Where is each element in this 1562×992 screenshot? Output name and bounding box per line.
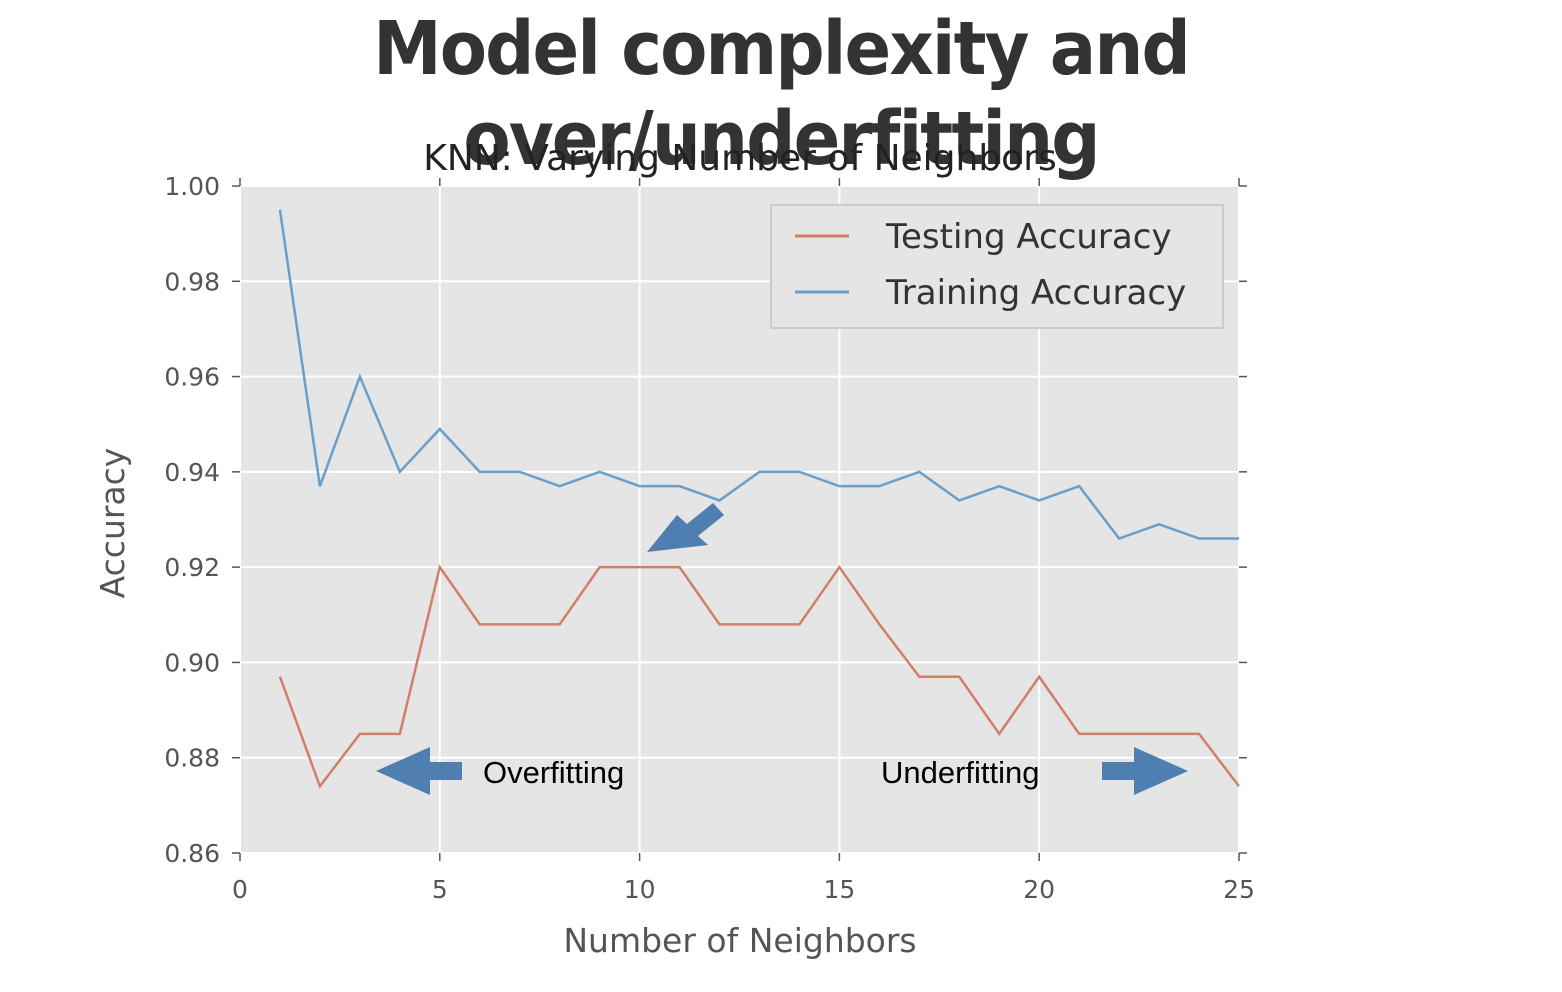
y-tick-label: 0.94 <box>164 458 220 487</box>
series-lines <box>278 209 1240 789</box>
y-tick-label: 0.86 <box>164 839 220 868</box>
x-tick-label: 5 <box>432 875 448 904</box>
legend-box <box>770 204 1224 329</box>
underfitting-label: Underfitting <box>881 755 1040 790</box>
y-tick-label: 0.92 <box>164 553 220 582</box>
underfitting-arrow <box>1102 747 1188 795</box>
series-line-training-accuracy <box>278 209 1239 541</box>
y-tick-label: 0.90 <box>164 648 220 677</box>
slide-title: Model complexity and over/underfitting <box>373 6 1191 182</box>
overfitting-label: Overfitting <box>483 755 624 790</box>
x-tick-label: 25 <box>1223 875 1255 904</box>
y-tick-label: 0.88 <box>164 744 220 773</box>
x-tick-label: 15 <box>823 875 855 904</box>
y-tick-label: 1.00 <box>164 172 220 201</box>
x-axis-label: Number of Neighbors <box>563 921 916 960</box>
legend-label-testing: Testing Accuracy <box>885 217 1172 257</box>
overfitting-arrow <box>376 747 462 795</box>
y-tick-label: 0.98 <box>164 267 220 296</box>
x-tick-label: 20 <box>1023 875 1055 904</box>
x-tick-label: 10 <box>624 875 656 904</box>
best-k-arrow <box>647 503 724 552</box>
chart-title: KNN: Varying Number of Neighbors <box>423 138 1057 179</box>
y-axis-label: Accuracy <box>93 448 132 599</box>
legend: Testing Accuracy Training Accuracy <box>770 204 1224 329</box>
annotations: Overfitting Underfitting <box>376 503 1188 795</box>
legend-label-training: Training Accuracy <box>885 273 1186 313</box>
x-tick-label: 0 <box>232 875 248 904</box>
series-line-testing-accuracy <box>278 564 1240 789</box>
y-tick-label: 0.96 <box>164 363 220 392</box>
axis-ticks: 0 5 10 15 20 25 0.86 0.88 0.90 0.92 0.94 0.96 0.98 1.… <box>164 172 1255 904</box>
